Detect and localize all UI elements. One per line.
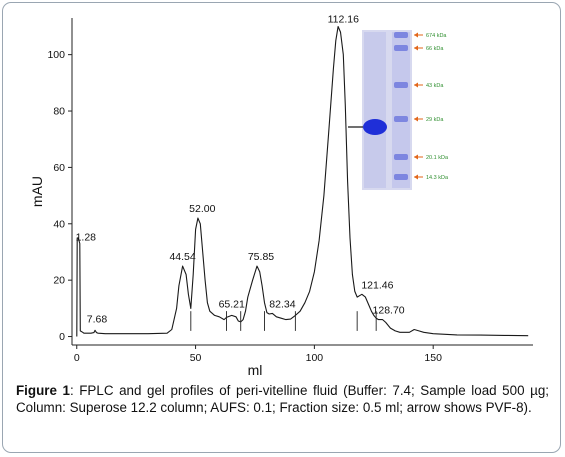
figure-number: Figure 1 xyxy=(16,383,70,398)
y-tick-label: 60 xyxy=(53,162,65,174)
peak-label: 75.85 xyxy=(248,251,274,263)
x-axis-label: ml xyxy=(248,362,263,378)
gel-marker-label: 20.1 kDa xyxy=(426,155,449,161)
x-tick-label: 0 xyxy=(74,352,80,364)
gel-sample-lane xyxy=(364,32,386,188)
y-tick-label: 20 xyxy=(53,275,65,287)
peak-label: 82.34 xyxy=(269,298,295,310)
gel-marker-lane xyxy=(392,32,410,188)
y-tick-label: 100 xyxy=(47,49,65,61)
peak-label: 65.21 xyxy=(219,298,245,310)
gel-inset: 674 kDa 66 kDa 43 kDa 29 kDa 20.1 kDa 14.3 kD… xyxy=(348,30,449,190)
chromatogram-chart: 0 20 40 60 80 100 0 50 100 150 1.28 7.68 44.54 52.00… xyxy=(29,13,533,378)
gel-marker-band xyxy=(394,116,408,122)
x-tick-label: 50 xyxy=(190,352,202,364)
figure-caption: Figure 1: FPLC and gel profiles of peri-… xyxy=(16,382,549,416)
peak-label: 1.28 xyxy=(76,232,97,244)
gel-marker-label: 66 kDa xyxy=(426,46,444,52)
peak-label: 7.68 xyxy=(87,313,108,325)
caption-text: : FPLC and gel profiles of peri-vitellin… xyxy=(16,383,549,415)
y-tick-label: 40 xyxy=(53,218,65,230)
peak-label: 128.70 xyxy=(373,305,405,317)
gel-marker-band xyxy=(394,154,408,160)
gel-marker-band xyxy=(394,45,408,51)
peak-label: 121.46 xyxy=(361,279,393,291)
arrowhead-icon xyxy=(414,174,418,180)
peak-label: 112.16 xyxy=(328,13,359,25)
gel-marker-label: 29 kDa xyxy=(426,117,444,123)
x-tick-label: 100 xyxy=(306,352,324,364)
y-tick-label: 0 xyxy=(59,331,65,343)
chart-trace-group xyxy=(76,25,529,337)
y-axis-label: mAU xyxy=(29,176,45,207)
peak-label: 44.54 xyxy=(169,251,195,263)
chart-peak-labels: 1.28 7.68 44.54 52.00 65.21 75.85 82.34 112.16 1… xyxy=(76,13,405,325)
gel-marker-label: 674 kDa xyxy=(426,33,447,39)
arrowhead-icon xyxy=(414,154,418,160)
arrowhead-icon xyxy=(414,82,418,88)
gel-marker-band xyxy=(394,82,408,88)
x-tick-label: 150 xyxy=(424,352,442,364)
gel-marker-band xyxy=(394,174,408,180)
figure-frame xyxy=(2,2,561,453)
gel-marker-label: 43 kDa xyxy=(426,83,444,89)
peak-label: 52.00 xyxy=(189,203,215,215)
gel-marker-band xyxy=(394,32,408,38)
arrowhead-icon xyxy=(414,116,418,122)
arrowhead-icon xyxy=(414,45,418,51)
y-tick-label: 80 xyxy=(53,106,65,118)
gel-sample-band xyxy=(363,119,387,135)
gel-marker-label: 14.3 kDa xyxy=(426,175,449,181)
chart-axes: 0 20 40 60 80 100 0 50 100 150 xyxy=(47,18,533,364)
arrowhead-icon xyxy=(414,32,418,38)
chromatogram-line xyxy=(76,25,529,337)
